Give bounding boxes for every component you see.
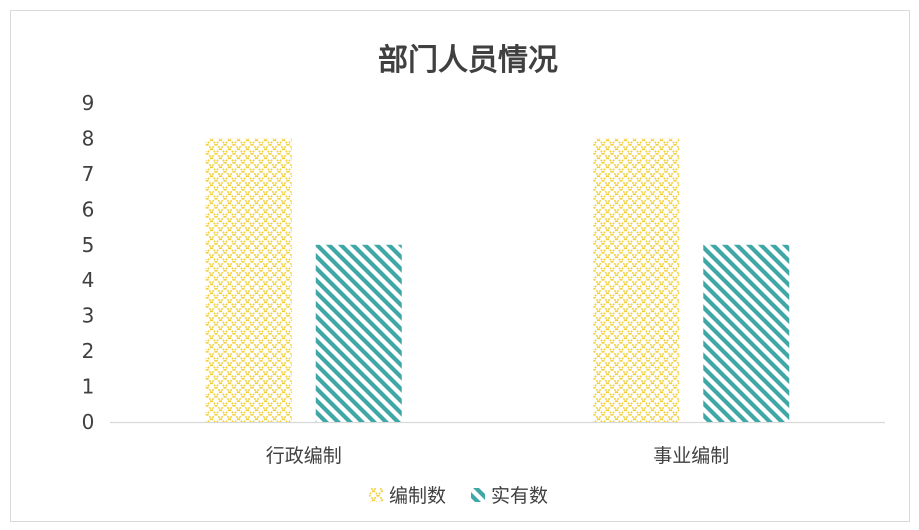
y-tick-label: 5 [82,233,95,257]
legend-label-shiyoushu: 实有数 [491,485,548,507]
y-tick-label: 4 [82,268,95,292]
legend-swatch-bianzhishu [369,488,383,502]
x-tick-label: 行政编制 [266,445,342,467]
y-tick-label: 3 [82,304,95,328]
bar-shiyoushu-1 [315,244,402,422]
bar-shiyoushu-2 [703,244,790,422]
x-axis-labels: 行政编制 事业编制 [266,445,730,467]
legend: 编制数 实有数 [369,485,548,507]
bar-bianzhishu-2 [593,138,680,422]
bar-bianzhishu-1 [205,138,292,422]
legend-label-bianzhishu: 编制数 [389,485,446,507]
y-tick-label: 8 [82,126,95,150]
y-axis: 0 1 2 3 4 5 6 7 8 9 [82,91,95,434]
chart-title: 部门人员情况 [378,43,558,78]
legend-swatch-shiyoushu [471,488,485,502]
y-tick-label: 0 [82,410,95,434]
x-tick-label: 事业编制 [653,445,729,467]
y-tick-label: 6 [82,197,95,221]
y-tick-label: 1 [82,375,95,399]
y-tick-label: 9 [82,91,95,115]
y-tick-label: 7 [82,162,95,186]
y-tick-label: 2 [82,339,95,363]
bars-group [205,138,790,422]
